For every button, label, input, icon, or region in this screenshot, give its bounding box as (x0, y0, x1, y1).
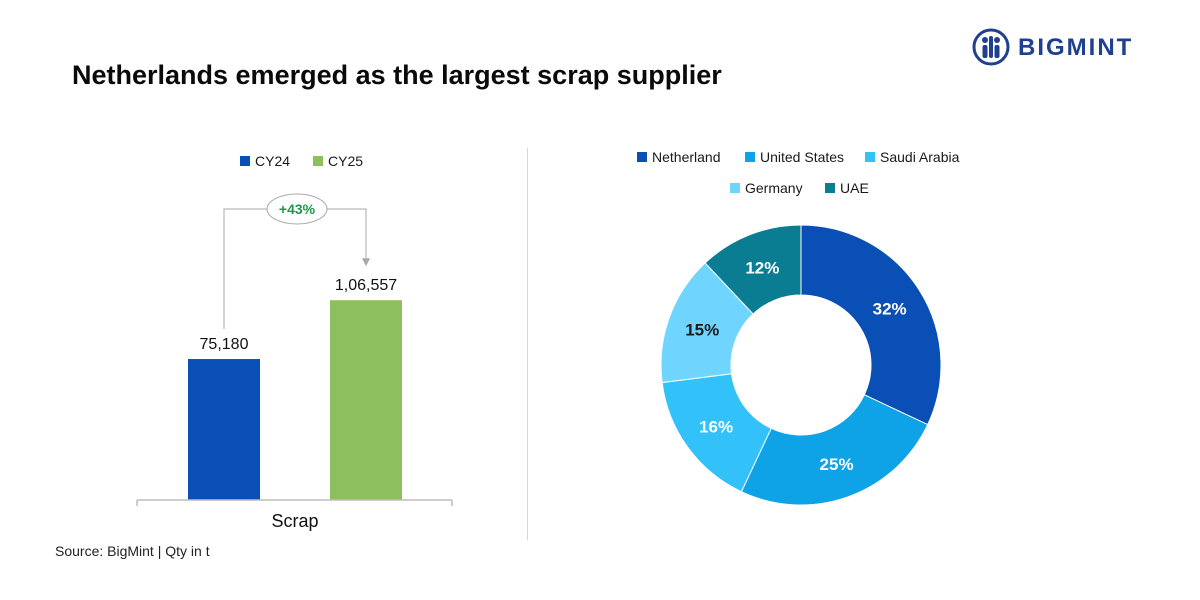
bigmint-logo-icon (972, 28, 1010, 66)
legend-swatch (313, 156, 323, 166)
donut-slice-label: 25% (820, 455, 854, 474)
growth-badge (266, 193, 328, 225)
legend-swatch (730, 183, 740, 193)
legend-swatch (825, 183, 835, 193)
legend-swatch (865, 152, 875, 162)
donut-slice-uae (704, 224, 802, 315)
donut-slice-label: 12% (745, 258, 779, 277)
legend-label: UAE (840, 180, 869, 196)
legend-label: United States (760, 149, 845, 165)
bar-cy24 (188, 359, 260, 500)
legend-label: Germany (745, 180, 803, 196)
donut-slice-label: 15% (685, 320, 719, 339)
pie-legend-uae: UAE (825, 180, 869, 196)
donut-slice-label: 32% (873, 300, 907, 319)
pie-legend-united-states: United States (745, 149, 844, 165)
donut-slice-netherland (800, 224, 942, 426)
growth-arrowhead (362, 258, 370, 267)
donut-chart: 32% 25% 16% 15% 12% (660, 224, 942, 506)
page-title: Netherlands emerged as the largest scrap… (72, 60, 722, 90)
legend-swatch (745, 152, 755, 162)
bar-legend-cy25: CY25 (313, 153, 363, 169)
x-tick-label: Scrap (271, 511, 318, 531)
bar-legend-cy24: CY24 (240, 153, 290, 169)
legend-swatch (637, 152, 647, 162)
chart-divider (527, 148, 528, 540)
legend-label: CY25 (328, 153, 364, 169)
pie-legend-germany: Germany (730, 180, 803, 196)
source-note: Source: BigMint | Qty in t (55, 543, 210, 559)
bar-cy25 (330, 300, 402, 500)
bar-value-label: 75,180 (200, 336, 249, 353)
pie-legend-netherland: Netherland (637, 149, 721, 165)
bar-value-label: 1,06,557 (335, 277, 397, 294)
legend-label: CY24 (255, 153, 291, 169)
donut-slice-label: 16% (699, 418, 733, 437)
growth-label: +43% (279, 201, 316, 217)
pie-legend-saudi-arabia: Saudi Arabia (865, 149, 959, 165)
legend-swatch (240, 156, 250, 166)
legend-label: Saudi Arabia (880, 149, 960, 165)
bar-chart: 75,180 1,06,557 Scrap +43% (136, 193, 453, 531)
legend-label: Netherland (652, 149, 721, 165)
brand-name: BIGMINT (1018, 34, 1134, 61)
donut-slice-united-states (740, 394, 929, 506)
bigmint-logo: BIGMINT (972, 28, 1162, 68)
